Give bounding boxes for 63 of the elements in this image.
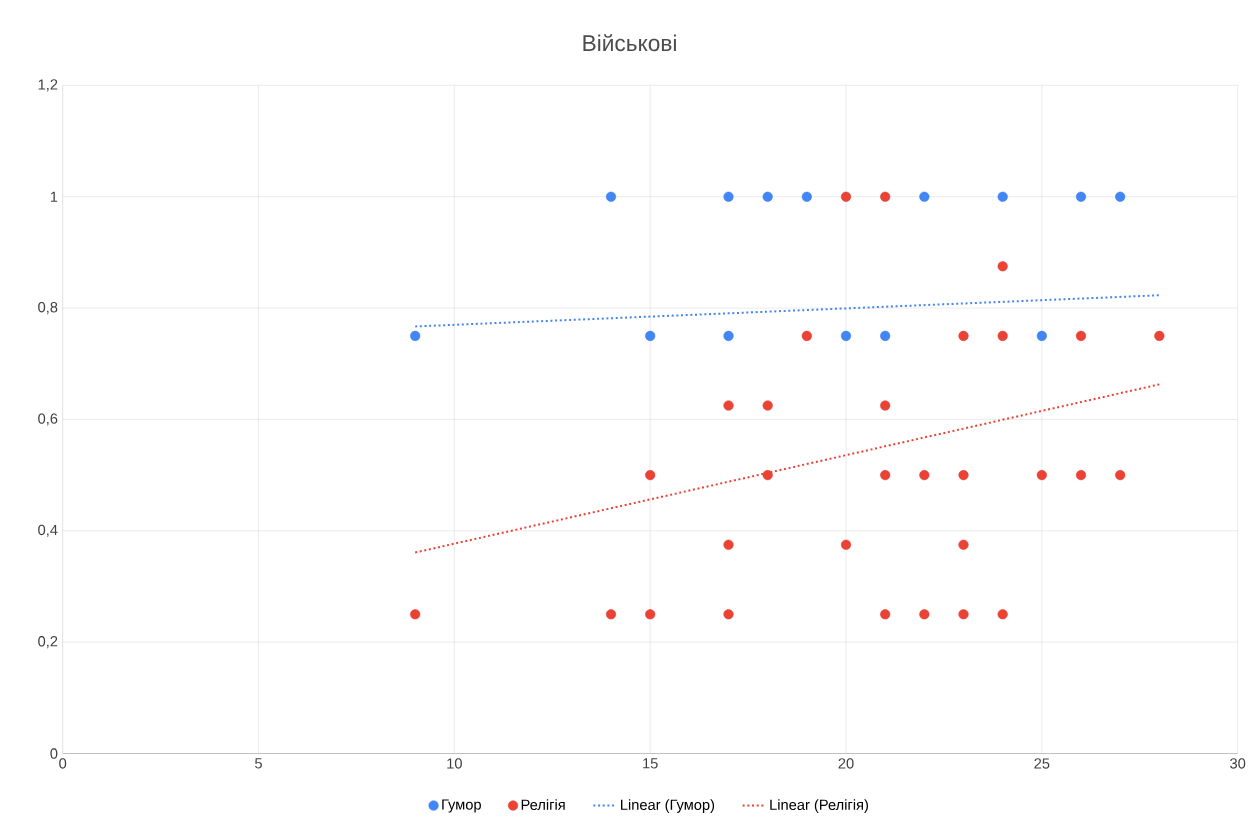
x-tick-label: 15 [643, 758, 658, 769]
point [410, 609, 421, 620]
point [919, 470, 930, 481]
point [1115, 470, 1126, 481]
point [410, 331, 421, 342]
point [762, 400, 773, 411]
legend-label: Гумор [442, 799, 481, 813]
point [880, 470, 891, 481]
legend-label: Релігія [521, 799, 565, 811]
point [880, 400, 891, 411]
point [1036, 331, 1047, 342]
point [840, 331, 852, 342]
point [997, 609, 1008, 620]
point [880, 609, 891, 620]
legend-label: Linear (Релігія) [770, 799, 868, 814]
point [840, 191, 852, 202]
x-tick-label: 0 [59, 758, 67, 769]
x-tick-label: 25 [1034, 758, 1050, 769]
y-tick-label: 0,6 [38, 413, 58, 426]
point [645, 470, 656, 481]
point [997, 191, 1008, 202]
point [801, 331, 812, 342]
point [1075, 470, 1087, 481]
point [919, 191, 930, 202]
y-tick-label: 1 [50, 191, 58, 202]
point [645, 331, 656, 342]
point [723, 191, 734, 202]
point [801, 191, 812, 202]
y-tick-label: 0,8 [38, 302, 58, 315]
point [605, 609, 617, 620]
point [723, 539, 734, 551]
point [997, 331, 1008, 342]
point [880, 331, 891, 342]
y-tick-label: 0,2 [38, 636, 58, 649]
x-tick-label: 30 [1230, 758, 1246, 769]
point [1115, 191, 1126, 202]
y-tick-label: 0,4 [38, 524, 58, 538]
x-tick-label: 5 [255, 758, 262, 769]
point [1075, 191, 1087, 202]
point [1154, 331, 1165, 342]
chart-title: Військові [583, 34, 676, 52]
point [958, 609, 969, 620]
point [605, 191, 617, 202]
point [958, 470, 969, 481]
point [723, 400, 734, 411]
point [645, 609, 656, 620]
legend-label: Linear (Гумор) [621, 799, 715, 814]
x-tick-label: 20 [838, 758, 854, 769]
point [1036, 470, 1047, 481]
point [958, 331, 969, 342]
point [840, 539, 852, 551]
point [723, 331, 734, 342]
point [1075, 331, 1087, 342]
point [762, 191, 773, 202]
point [997, 261, 1008, 272]
point [723, 609, 734, 620]
y-tick-label: 0 [50, 748, 58, 759]
point [919, 609, 930, 620]
y-tick-label: 1,2 [38, 79, 58, 92]
point [958, 539, 969, 551]
x-tick-label: 10 [447, 758, 462, 769]
point [880, 191, 891, 202]
point [762, 470, 773, 481]
